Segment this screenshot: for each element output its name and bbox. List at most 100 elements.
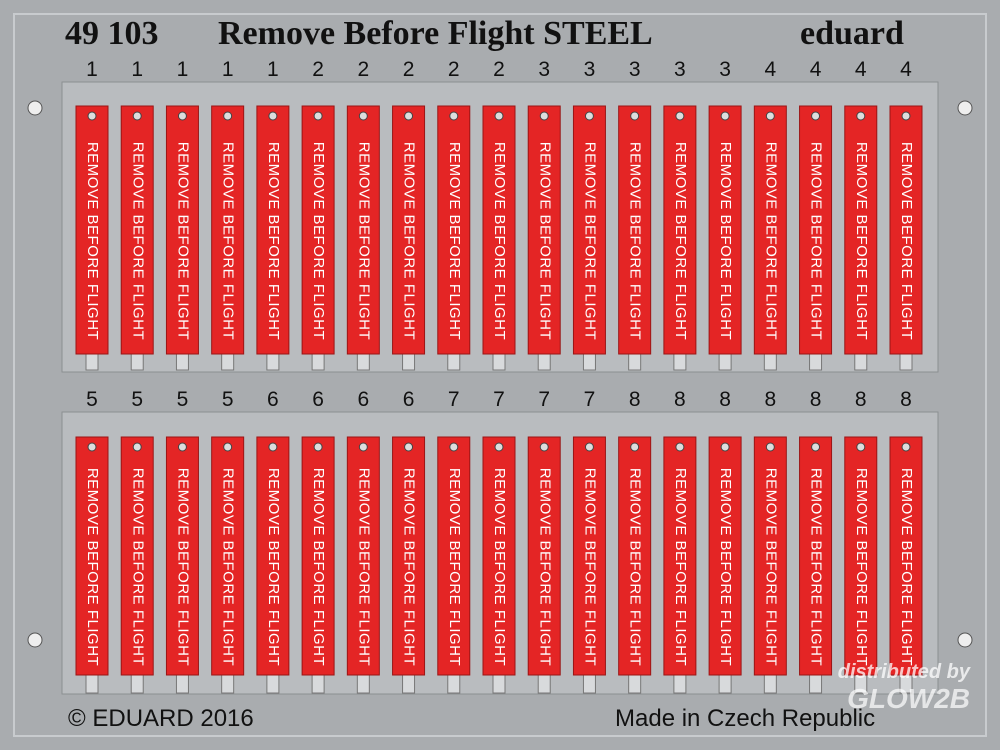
tag-number: 8 <box>855 388 867 411</box>
tag-hole <box>630 111 640 121</box>
tag <box>211 105 245 355</box>
tag-hole <box>494 111 504 121</box>
sprue <box>492 353 506 371</box>
tag-text: REMOVE BEFORE FLIGHT <box>762 142 779 340</box>
tag-number: 8 <box>764 388 776 411</box>
sprue <box>582 353 596 371</box>
tag-hole <box>675 111 685 121</box>
tag-hole <box>404 111 414 121</box>
tag <box>392 105 426 355</box>
hole <box>957 100 973 116</box>
tag-number: 8 <box>719 388 731 411</box>
tag <box>527 105 561 355</box>
copyright: © EDUARD 2016 <box>68 705 254 732</box>
tag-number: 7 <box>538 388 550 411</box>
sprue <box>221 353 235 371</box>
tag-hole <box>539 442 549 452</box>
tag-hole <box>449 111 459 121</box>
tag-hole <box>856 442 866 452</box>
tag-hole <box>358 442 368 452</box>
tag-hole <box>132 111 142 121</box>
tag <box>708 105 742 355</box>
sprue <box>537 674 551 694</box>
tag-text: REMOVE BEFORE FLIGHT <box>220 142 237 340</box>
tag <box>527 436 561 676</box>
tag-text: REMOVE BEFORE FLIGHT <box>717 142 734 340</box>
tag-number: 3 <box>584 58 596 81</box>
tag-hole <box>404 442 414 452</box>
tag-number: 4 <box>855 58 867 81</box>
tag-number: 2 <box>493 58 505 81</box>
tag <box>799 105 833 355</box>
tag-number: 6 <box>312 388 324 411</box>
hole <box>27 100 43 116</box>
tag-hole <box>177 442 187 452</box>
sprue <box>673 674 687 694</box>
tag-number: 2 <box>312 58 324 81</box>
tag-number: 8 <box>900 388 912 411</box>
tag-hole <box>720 442 730 452</box>
sprue <box>763 674 777 694</box>
tag-text: REMOVE BEFORE FLIGHT <box>84 468 101 666</box>
tag-text: REMOVE BEFORE FLIGHT <box>672 142 689 340</box>
sprue <box>763 353 777 371</box>
tag-text: REMOVE BEFORE FLIGHT <box>310 142 327 340</box>
tag-text: REMOVE BEFORE FLIGHT <box>672 468 689 666</box>
tag <box>844 105 878 355</box>
tag-hole <box>584 442 594 452</box>
tag-hole <box>494 442 504 452</box>
tag <box>708 436 742 676</box>
tag-text: REMOVE BEFORE FLIGHT <box>581 142 598 340</box>
tag <box>165 105 199 355</box>
sprue <box>311 674 325 694</box>
tag-text: REMOVE BEFORE FLIGHT <box>536 468 553 666</box>
tag-text: REMOVE BEFORE FLIGHT <box>853 468 870 666</box>
tag-text: REMOVE BEFORE FLIGHT <box>762 468 779 666</box>
tag <box>75 436 109 676</box>
tag-text: REMOVE BEFORE FLIGHT <box>401 468 418 666</box>
tag-number: 2 <box>403 58 415 81</box>
tag-hole <box>811 442 821 452</box>
tag-number: 5 <box>177 388 189 411</box>
header-brand: eduard <box>800 15 904 52</box>
plate-border <box>13 13 987 737</box>
distributor-note: distributed by <box>838 661 971 683</box>
sprue <box>492 674 506 694</box>
sprue <box>266 674 280 694</box>
tag <box>753 436 787 676</box>
tag <box>346 436 380 676</box>
header-title: Remove Before Flight STEEL <box>218 15 653 52</box>
tag-number: 1 <box>131 58 143 81</box>
tag-hole <box>358 111 368 121</box>
tag-number: 1 <box>267 58 279 81</box>
tag-text: REMOVE BEFORE FLIGHT <box>310 468 327 666</box>
tag <box>482 436 516 676</box>
tag-text: REMOVE BEFORE FLIGHT <box>174 142 191 340</box>
tag <box>889 105 923 355</box>
tag-hole <box>765 442 775 452</box>
hole <box>957 632 973 648</box>
tag <box>437 105 471 355</box>
tag-text: REMOVE BEFORE FLIGHT <box>491 468 508 666</box>
tag-hole <box>268 442 278 452</box>
tag-text: REMOVE BEFORE FLIGHT <box>717 468 734 666</box>
sprue <box>402 674 416 694</box>
tag <box>301 105 335 355</box>
sprue <box>718 353 732 371</box>
tag-hole <box>268 111 278 121</box>
tag-text: REMOVE BEFORE FLIGHT <box>355 468 372 666</box>
tag-number: 8 <box>810 388 822 411</box>
hole <box>27 632 43 648</box>
tag-text: REMOVE BEFORE FLIGHT <box>174 468 191 666</box>
tag <box>753 105 787 355</box>
tag-hole <box>856 111 866 121</box>
tag-number: 3 <box>629 58 641 81</box>
sprue <box>854 353 868 371</box>
tag-number: 2 <box>448 58 460 81</box>
tag-number: 7 <box>584 388 596 411</box>
tag-hole <box>87 111 97 121</box>
tag-text: REMOVE BEFORE FLIGHT <box>446 468 463 666</box>
tag-text: REMOVE BEFORE FLIGHT <box>898 142 915 340</box>
tag-text: REMOVE BEFORE FLIGHT <box>265 142 282 340</box>
tag-number: 4 <box>810 58 822 81</box>
